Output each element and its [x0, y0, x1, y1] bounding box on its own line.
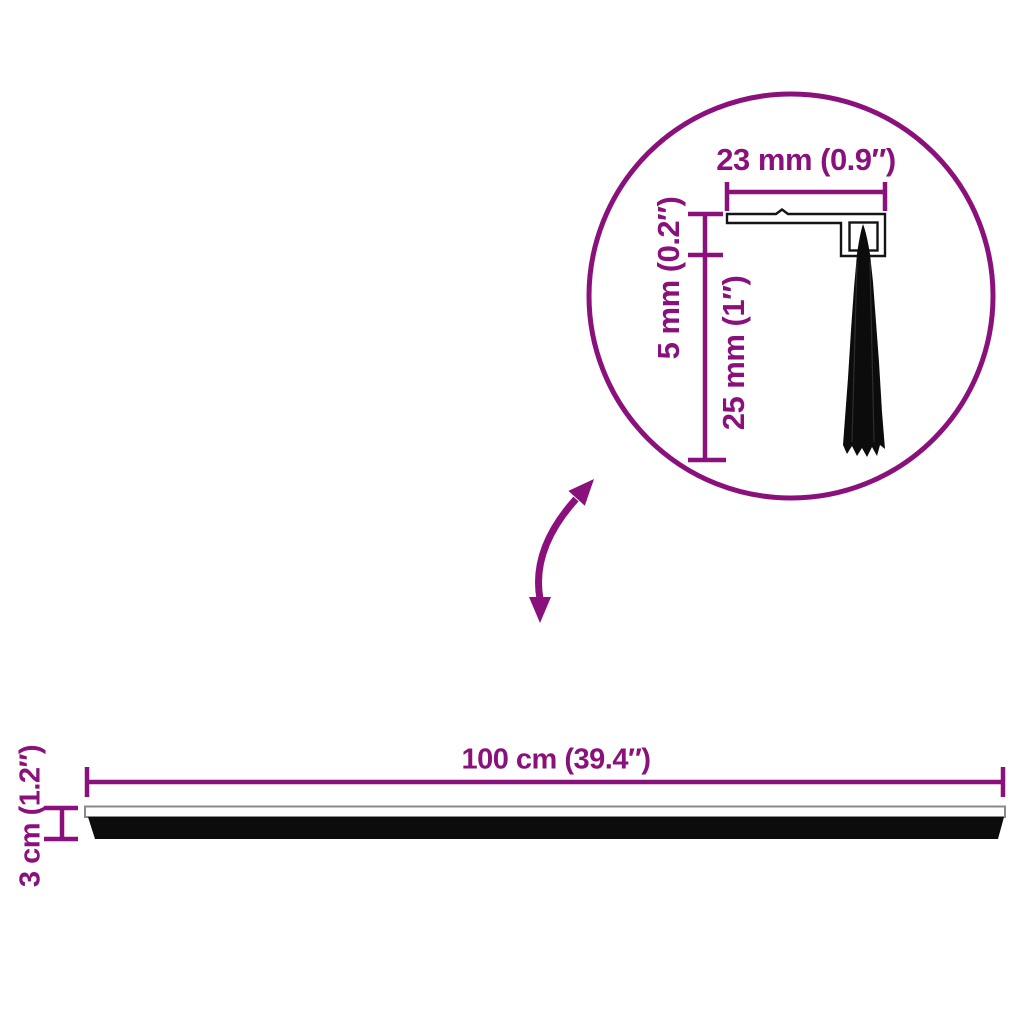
strip-brush-edge — [88, 817, 1004, 839]
zoom-arrow-head-top — [568, 479, 594, 506]
brush-tuft-detail — [843, 224, 885, 457]
detail-circle — [586, 91, 996, 501]
strip-aluminium-rail — [84, 805, 1006, 818]
strip-height-dimension — [44, 805, 78, 842]
strip-length-dimension — [84, 767, 1006, 797]
brush-bristle-streaks — [851, 261, 875, 443]
zoom-arrow-head-bottom — [529, 597, 551, 623]
profile-vertical-dimension — [688, 211, 726, 463]
aluminium-profile-cross-section — [725, 208, 887, 258]
brush-length-label: 25 mm (1″) — [716, 275, 751, 431]
profile-width-dimension — [724, 182, 888, 211]
zoom-arrow — [529, 479, 594, 623]
profile-height-label: 5 mm (0.2″) — [651, 196, 686, 360]
brush-strip-side-view — [84, 805, 1006, 839]
strip-height-label: 3 cm (1.2″) — [14, 744, 47, 888]
strip-length-label: 100 cm (39.4″) — [461, 743, 651, 776]
profile-width-label: 23 mm (0.9″) — [716, 142, 896, 177]
